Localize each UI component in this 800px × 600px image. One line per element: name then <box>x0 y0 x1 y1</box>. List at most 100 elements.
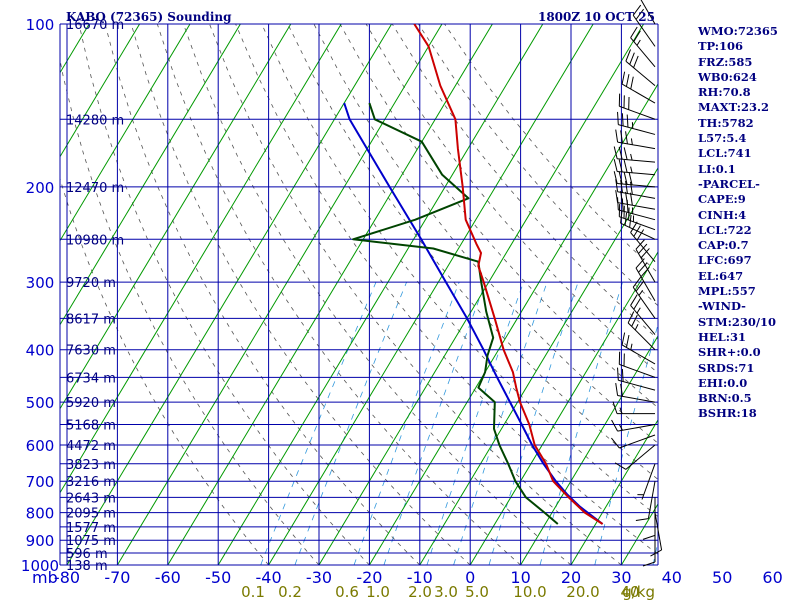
isotherm-line <box>570 419 658 565</box>
wind-barb-line <box>619 434 656 449</box>
wind-barb-line <box>621 71 626 85</box>
height-tick: 14280 m <box>66 113 124 128</box>
mixing-ratio-tick: 0.1 <box>241 583 265 600</box>
index-value: CAPE:9 <box>698 192 746 207</box>
wind-barb-line <box>620 383 623 397</box>
wind-barb-line <box>619 424 623 431</box>
index-value: BRN:0.5 <box>698 391 752 406</box>
wind-barb-line <box>617 183 656 188</box>
height-tick: 5168 m <box>66 419 116 434</box>
mixing-ratio-line <box>383 281 486 565</box>
wind-barb <box>615 382 656 403</box>
wind-barb-line <box>630 166 633 173</box>
index-value: WB0:624 <box>698 69 757 84</box>
wind-barb-line <box>618 159 623 173</box>
wind-barb-line <box>615 129 619 143</box>
wind-barb-line <box>640 266 650 278</box>
pressure-tick: 100 <box>26 16 55 34</box>
index-value: RH:70.8 <box>698 85 751 100</box>
wind-barb <box>615 129 656 150</box>
wind-barb-line <box>617 158 656 163</box>
wind-barb-line <box>631 314 638 327</box>
wind-barb-line <box>625 444 656 470</box>
temperature-tick: -70 <box>104 568 130 587</box>
pressure-tick: 400 <box>26 342 55 360</box>
wind-barb-line <box>627 311 635 324</box>
height-tick: 596 m <box>66 547 108 562</box>
wind-barb-line <box>615 382 619 396</box>
wind-barb-line <box>617 111 619 125</box>
wind-barb-line <box>624 212 628 226</box>
wind-barb-line <box>630 232 656 263</box>
wind-barb <box>630 26 656 68</box>
mixing-ratio-tick: 0.2 <box>278 583 302 600</box>
height-tick: 8617 m <box>66 312 116 327</box>
height-tick: 1577 m <box>66 521 116 536</box>
wind-barb-line <box>629 192 633 206</box>
wind-barb-line <box>621 344 656 365</box>
temperature-tick: -10 <box>407 568 433 587</box>
index-value: CAP:0.7 <box>698 238 749 253</box>
mixing-ratio-tick: 5.0 <box>465 583 489 600</box>
temperature-tick: -80 <box>54 568 80 587</box>
height-tick: 1075 m <box>66 534 116 549</box>
wind-barb <box>637 463 656 500</box>
wind-barb <box>621 71 656 104</box>
wind-barb <box>635 258 656 302</box>
wind-barb-line <box>647 481 656 519</box>
mixing-ratio-tick: 2.0 <box>408 583 432 600</box>
wind-barb-line <box>626 114 629 128</box>
isotherm-line <box>217 24 544 565</box>
wind-barb-line <box>625 49 632 62</box>
wind-barb-line <box>620 180 623 193</box>
isotherm-line <box>60 24 191 242</box>
isotherms <box>60 24 658 565</box>
wind-barb-line <box>623 171 628 185</box>
wind-barb <box>617 111 656 135</box>
wind-barb-line <box>621 198 624 212</box>
wind-barb-line <box>617 395 656 403</box>
temperature-tick: 30 <box>611 568 631 587</box>
isotherm-line <box>60 24 241 326</box>
wind-barb-line <box>640 248 650 259</box>
axis-labels: -80 -70 -60 -50 -40 -30 -20 -10 0 10 20 30 40 50 60mbg… <box>21 16 783 600</box>
wind-barb-line <box>633 55 639 68</box>
wind-barb-line <box>635 8 645 20</box>
temperature-tick: 60 <box>762 568 782 587</box>
index-value: SRDS:71 <box>698 360 755 375</box>
mixing-ratio-line <box>353 281 460 565</box>
wind-barb-line <box>625 74 630 87</box>
mixing-ratio-unit: g/kg <box>622 583 655 600</box>
index-value: EHI:0.0 <box>698 375 748 390</box>
wind-barb-line <box>611 437 620 449</box>
height-tick: 9720 m <box>66 276 116 291</box>
wind-barb-line <box>629 52 635 65</box>
temperature-tick: 10 <box>510 568 530 587</box>
wind-barb-line <box>630 343 633 351</box>
index-value: LCL:722 <box>698 222 752 237</box>
pressure-tick: 900 <box>26 532 55 550</box>
wind-barb-line <box>621 368 624 382</box>
height-tick: 6734 m <box>66 371 116 386</box>
parcel-trace <box>343 102 604 525</box>
wind-barb-line <box>620 222 656 240</box>
wind-barb-line <box>623 147 628 160</box>
index-value: MPL:557 <box>698 284 756 299</box>
wind-barb <box>630 221 656 263</box>
index-value: LFC:697 <box>698 253 752 268</box>
temperature-trace <box>413 24 604 525</box>
height-tick: 5920 m <box>66 396 116 411</box>
mixing-ratio-tick: 40 <box>620 583 639 600</box>
index-value: LI:0.1 <box>698 161 736 176</box>
mixing-ratio-tick: 20.0 <box>566 583 599 600</box>
wind-barb-line <box>630 153 633 161</box>
wind-barb-line <box>635 267 656 302</box>
wind-barb-line <box>632 276 642 288</box>
wind-barb-line <box>619 105 656 120</box>
index-value: MAXT:23.2 <box>698 100 769 115</box>
isotherm-line <box>60 24 342 494</box>
wind-barb-line <box>635 258 645 269</box>
pressure-tick: 500 <box>26 394 55 412</box>
wind-barb-line <box>630 294 638 306</box>
